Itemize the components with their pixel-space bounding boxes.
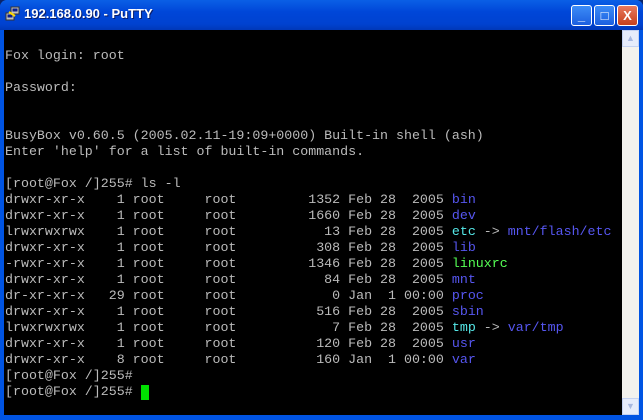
terminal-line: drwxr-xr-x 1 root root 1660 Feb 28 2005 … xyxy=(5,208,476,224)
terminal-text: -> xyxy=(475,320,508,335)
terminal-line: lrwxrwxrwx 1 root root 7 Feb 28 2005 tmp… xyxy=(5,320,564,336)
terminal-line: dr-xr-xr-x 29 root root 0 Jan 1 00:00 pr… xyxy=(5,288,484,304)
terminal-text: tmp xyxy=(451,320,476,335)
terminal-text: [root@Fox /]255# xyxy=(5,368,133,383)
terminal-line: drwxr-xr-x 1 root root 84 Feb 28 2005 mn… xyxy=(5,272,476,288)
terminal-text: linuxrc xyxy=(451,256,508,271)
terminal-text: -> xyxy=(475,224,508,239)
terminal-cursor xyxy=(140,385,149,400)
terminal-line: -rwxr-xr-x 1 root root 1346 Feb 28 2005 … xyxy=(5,256,508,272)
terminal-text: sbin xyxy=(451,304,484,319)
title-bar[interactable]: 192.168.0.90 - PuTTY _ □ X xyxy=(0,0,643,30)
minimize-button[interactable]: _ xyxy=(571,5,592,26)
terminal-text: Enter 'help' for a list of built-in comm… xyxy=(5,144,365,159)
terminal-text: -rwxr-xr-x 1 root root 1346 Feb 28 2005 xyxy=(5,256,452,271)
terminal-text: mnt xyxy=(451,272,476,287)
terminal-line: drwxr-xr-x 1 root root 120 Feb 28 2005 u… xyxy=(5,336,476,352)
terminal-text: [root@Fox /]255# ls -l xyxy=(5,176,181,191)
terminal-line: [root@Fox /]255# xyxy=(5,384,149,400)
scroll-down-arrow-icon[interactable]: ▼ xyxy=(622,398,639,415)
terminal-text: dev xyxy=(451,208,476,223)
window-title: 192.168.0.90 - PuTTY xyxy=(24,6,153,21)
terminal-text: lrwxrwxrwx 1 root root 7 Feb 28 2005 xyxy=(5,320,452,335)
terminal-line: Fox login: root xyxy=(5,48,125,64)
terminal-line: drwxr-xr-x 1 root root 308 Feb 28 2005 l… xyxy=(5,240,476,256)
terminal-line: drwxr-xr-x 8 root root 160 Jan 1 00:00 v… xyxy=(5,352,476,368)
terminal-text: var xyxy=(451,352,476,367)
terminal-line: lrwxrwxrwx 1 root root 13 Feb 28 2005 et… xyxy=(5,224,611,240)
terminal-text: bin xyxy=(451,192,476,207)
terminal-line: drwxr-xr-x 1 root root 1352 Feb 28 2005 … xyxy=(5,192,476,208)
terminal-text: dr-xr-xr-x 29 root root 0 Jan 1 00:00 xyxy=(5,288,452,303)
terminal-text: drwxr-xr-x 8 root root 160 Jan 1 00:00 xyxy=(5,352,452,367)
scroll-up-arrow-icon[interactable]: ▲ xyxy=(622,30,639,47)
terminal-line: [root@Fox /]255# xyxy=(5,368,133,384)
putty-icon[interactable] xyxy=(5,6,21,22)
terminal-line: drwxr-xr-x 1 root root 516 Feb 28 2005 s… xyxy=(5,304,484,320)
terminal-text: drwxr-xr-x 1 root root 1352 Feb 28 2005 xyxy=(5,192,452,207)
terminal-text: Fox login: root xyxy=(5,48,125,63)
terminal-text: lib xyxy=(451,240,476,255)
terminal-text: mnt/flash/etc xyxy=(507,224,612,239)
terminal-line: [root@Fox /]255# ls -l xyxy=(5,176,181,192)
terminal-line: Enter 'help' for a list of built-in comm… xyxy=(5,144,364,160)
terminal-text: proc xyxy=(451,288,484,303)
terminal-text: drwxr-xr-x 1 root root 308 Feb 28 2005 xyxy=(5,240,452,255)
terminal-screen[interactable]: Fox login: root Password: BusyBox v0.60.5 … xyxy=(4,30,622,415)
terminal-text: Password: xyxy=(5,80,77,95)
terminal-text: drwxr-xr-x 1 root root 84 Feb 28 2005 xyxy=(5,272,452,287)
terminal-text: drwxr-xr-x 1 root root 120 Feb 28 2005 xyxy=(5,336,452,351)
terminal-text: lrwxrwxrwx 1 root root 13 Feb 28 2005 xyxy=(5,224,452,239)
terminal-text: [root@Fox /]255# xyxy=(5,384,141,399)
terminal-text: usr xyxy=(451,336,476,351)
terminal-text: var/tmp xyxy=(507,320,564,335)
vertical-scrollbar[interactable]: ▲ ▼ xyxy=(622,30,639,415)
terminal-line: BusyBox v0.60.5 (2005.02.11-19:09+0000) … xyxy=(5,128,484,144)
terminal-text: BusyBox v0.60.5 (2005.02.11-19:09+0000) … xyxy=(5,128,484,143)
terminal-text: drwxr-xr-x 1 root root 516 Feb 28 2005 xyxy=(5,304,452,319)
terminal-line: Password: xyxy=(5,80,77,96)
maximize-button[interactable]: □ xyxy=(594,5,615,26)
terminal-text: etc xyxy=(451,224,476,239)
terminal-text: drwxr-xr-x 1 root root 1660 Feb 28 2005 xyxy=(5,208,452,223)
close-button[interactable]: X xyxy=(617,5,638,26)
